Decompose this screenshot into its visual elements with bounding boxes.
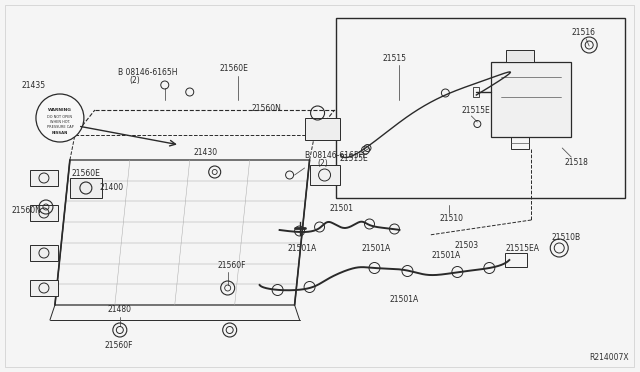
Bar <box>305 118 340 140</box>
Text: 21501A: 21501A <box>431 250 461 260</box>
Bar <box>506 50 534 62</box>
Text: 21560N: 21560N <box>12 205 42 215</box>
Text: R214007X: R214007X <box>589 353 629 362</box>
Bar <box>310 165 340 185</box>
Bar <box>30 280 58 296</box>
Text: 21515E: 21515E <box>461 106 490 115</box>
Bar <box>506 253 527 267</box>
Bar <box>30 170 58 186</box>
Text: 21480: 21480 <box>108 305 132 314</box>
Text: 21515EA: 21515EA <box>506 244 540 253</box>
Text: 21560E: 21560E <box>72 169 100 177</box>
Text: WARNING: WARNING <box>48 108 72 112</box>
Text: 21430: 21430 <box>194 148 218 157</box>
Text: 21560E: 21560E <box>220 64 248 73</box>
Text: 21435: 21435 <box>22 80 46 90</box>
Text: 21560N: 21560N <box>252 103 282 112</box>
Text: PRESSURE CAP: PRESSURE CAP <box>47 125 74 129</box>
Bar <box>30 205 58 221</box>
Text: 21515E: 21515E <box>340 154 368 163</box>
Text: B 08146-6165H: B 08146-6165H <box>305 151 364 160</box>
Bar <box>335 18 625 198</box>
Text: DO NOT OPEN: DO NOT OPEN <box>47 115 72 119</box>
Bar <box>474 87 479 97</box>
Bar <box>492 62 572 137</box>
Text: 21501A: 21501A <box>390 295 419 305</box>
Text: 21515: 21515 <box>383 54 406 62</box>
Text: 21560F: 21560F <box>218 260 246 269</box>
Text: 21501: 21501 <box>330 203 353 212</box>
Text: 21400: 21400 <box>100 183 124 192</box>
Bar <box>511 137 529 149</box>
Text: 21503: 21503 <box>454 241 479 250</box>
Text: 21501A: 21501A <box>362 244 391 253</box>
Text: (2): (2) <box>317 158 328 167</box>
Text: 21518: 21518 <box>564 157 588 167</box>
Text: 21516: 21516 <box>572 28 595 36</box>
Text: (2): (2) <box>130 76 141 84</box>
Bar <box>30 245 58 261</box>
Text: 21510B: 21510B <box>551 232 580 241</box>
Text: 21560F: 21560F <box>105 340 133 350</box>
Bar <box>70 178 102 198</box>
Text: 21501A: 21501A <box>287 244 317 253</box>
Circle shape <box>36 94 84 142</box>
Text: NISSAN: NISSAN <box>52 131 68 135</box>
Text: B 08146-6165H: B 08146-6165H <box>118 67 177 77</box>
Text: 21510: 21510 <box>440 214 463 222</box>
Text: WHEN HOT.: WHEN HOT. <box>50 120 70 124</box>
